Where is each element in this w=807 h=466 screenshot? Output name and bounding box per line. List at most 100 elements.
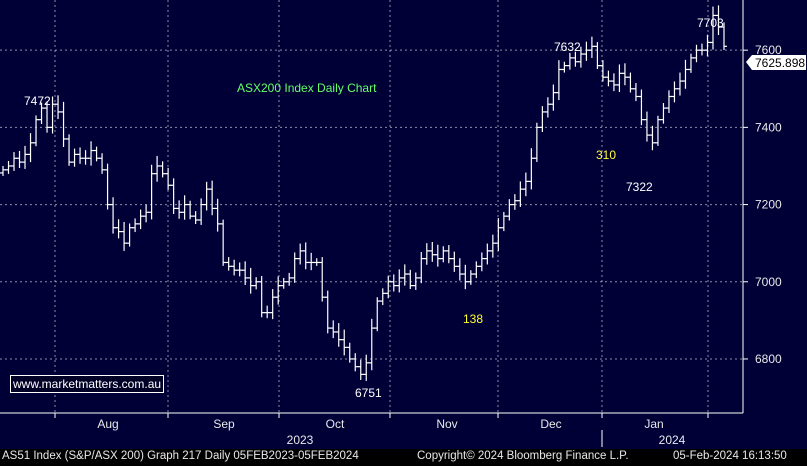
ohlc-bar <box>198 198 205 225</box>
x-tick-label-jan: Jan <box>644 417 663 431</box>
ohlc-bar <box>363 354 370 381</box>
ohlc-bar <box>93 146 100 162</box>
ohlc-bar <box>594 42 601 70</box>
y-tick-label-7400: 7400 <box>755 120 782 134</box>
ohlc-bar <box>566 52 573 70</box>
watermark-link[interactable]: www.marketmatters.com.au <box>10 375 165 393</box>
ohlc-bar <box>506 199 513 221</box>
x-axis-area <box>0 413 743 449</box>
ohlc-bar <box>357 359 364 380</box>
ohlc-bar <box>27 133 34 163</box>
ohlc-bar <box>517 181 524 207</box>
ohlc-bar <box>412 272 419 290</box>
ohlc-bar <box>33 115 40 147</box>
ohlc-bar <box>473 261 480 279</box>
ohlc-bar <box>704 34 711 57</box>
ohlc-bar <box>522 172 529 197</box>
ohlc-bar <box>44 101 51 133</box>
ohlc-bar <box>11 152 18 171</box>
x-axis-ticks: Aug Sep Oct Nov Dec Jan 2023 2024 <box>54 413 709 447</box>
ohlc-bar <box>665 90 672 114</box>
last-price-box <box>746 55 806 70</box>
ohlc-bar <box>396 269 403 293</box>
ohlc-bar <box>352 353 359 372</box>
ohlc-bar <box>126 223 133 247</box>
ohlc-bar <box>572 51 579 67</box>
ohlc-bar <box>346 342 353 363</box>
ohlc-bar <box>599 60 606 82</box>
ohlc-bar <box>632 82 639 102</box>
ohlc-bar <box>687 53 694 73</box>
ohlc-bar <box>643 111 650 142</box>
ohlc-bar <box>341 329 348 356</box>
ohlc-bar <box>55 95 62 120</box>
ohlc-bar <box>555 60 562 101</box>
y-tick-label-7600: 7600 <box>755 43 782 57</box>
ohlc-bar <box>390 274 397 292</box>
ohlc-bar <box>297 243 304 265</box>
ohlc-bar <box>192 211 199 225</box>
footer-timestamp: 05-Feb-2024 16:13:50 <box>673 450 787 462</box>
ohlc-bar <box>676 72 683 96</box>
ohlc-bar <box>721 22 727 51</box>
ohlc-bar <box>225 257 232 271</box>
ohlc-bar <box>434 244 441 267</box>
ohlc-bar <box>330 320 337 339</box>
ohlc-bar <box>709 6 716 50</box>
ohlc-bar <box>577 46 584 68</box>
ohlc-bar <box>16 150 23 168</box>
ohlc-bar <box>500 211 507 232</box>
ohlc-bar <box>649 125 656 151</box>
ohlc-bar <box>588 36 595 58</box>
ohlc-bar <box>374 297 381 332</box>
ohlc-bar <box>489 234 496 258</box>
footer-left-text: AS51 Index (S&P/ASX 200) Graph 217 Daily… <box>2 450 359 462</box>
ohlc-bar <box>423 243 430 265</box>
annotation-7703: 7703 <box>697 16 724 30</box>
ohlc-bar <box>456 258 463 281</box>
ohlc-bar <box>511 194 518 210</box>
ohlc-bar <box>159 161 166 178</box>
y-tick-label-6800: 6800 <box>755 352 782 366</box>
year-label-2024: 2024 <box>659 433 686 447</box>
ohlc-bar <box>209 180 216 216</box>
ohlc-bar <box>698 43 705 56</box>
ohlc-bar <box>231 259 238 276</box>
year-label-2023: 2023 <box>287 433 314 447</box>
y-tick-label-7200: 7200 <box>755 198 782 212</box>
chart-title: ASX200 Index Daily Chart <box>237 81 377 95</box>
ohlc-bar <box>82 150 89 165</box>
ohlc-bar <box>583 41 590 61</box>
last-price-tag: 7625.898 <box>746 55 806 70</box>
ohlc-bar <box>605 70 612 87</box>
ohlc-bar <box>291 252 298 283</box>
ohlc-bar <box>121 221 128 251</box>
ohlc-bar <box>5 160 12 174</box>
ohlc-bar <box>445 245 452 264</box>
ohlc-bar <box>187 200 194 220</box>
ohlc-bar <box>258 275 265 318</box>
ohlc-bar <box>165 167 172 190</box>
x-tick-label-aug: Aug <box>97 417 118 431</box>
ohlc-bar <box>302 242 309 270</box>
y-axis-area <box>743 0 807 449</box>
ohlc-bar <box>484 243 491 265</box>
ohlc-bar <box>693 44 700 63</box>
ohlc-bar <box>38 102 45 124</box>
footer-copyright: Copyright© 2024 Bloomberg Finance L.P. <box>417 450 629 462</box>
ohlc-bar <box>401 264 408 286</box>
ohlc-bar <box>440 246 447 263</box>
ohlc-bar <box>22 145 29 169</box>
x-tick-label-sep: Sep <box>213 417 235 431</box>
ohlc-bar <box>324 290 331 334</box>
annotation-7632: 7632 <box>554 40 581 54</box>
footer-bar: AS51 Index (S&P/ASX 200) Graph 217 Daily… <box>0 449 807 466</box>
x-tick-label-oct: Oct <box>326 417 345 431</box>
ohlc-bar <box>71 148 78 167</box>
ohlc-bar <box>88 141 95 166</box>
ohlc-bar <box>335 323 342 347</box>
ohlc-bar <box>379 288 386 306</box>
annotation-7322: 7322 <box>626 180 653 194</box>
ohlc-bar <box>550 84 557 111</box>
